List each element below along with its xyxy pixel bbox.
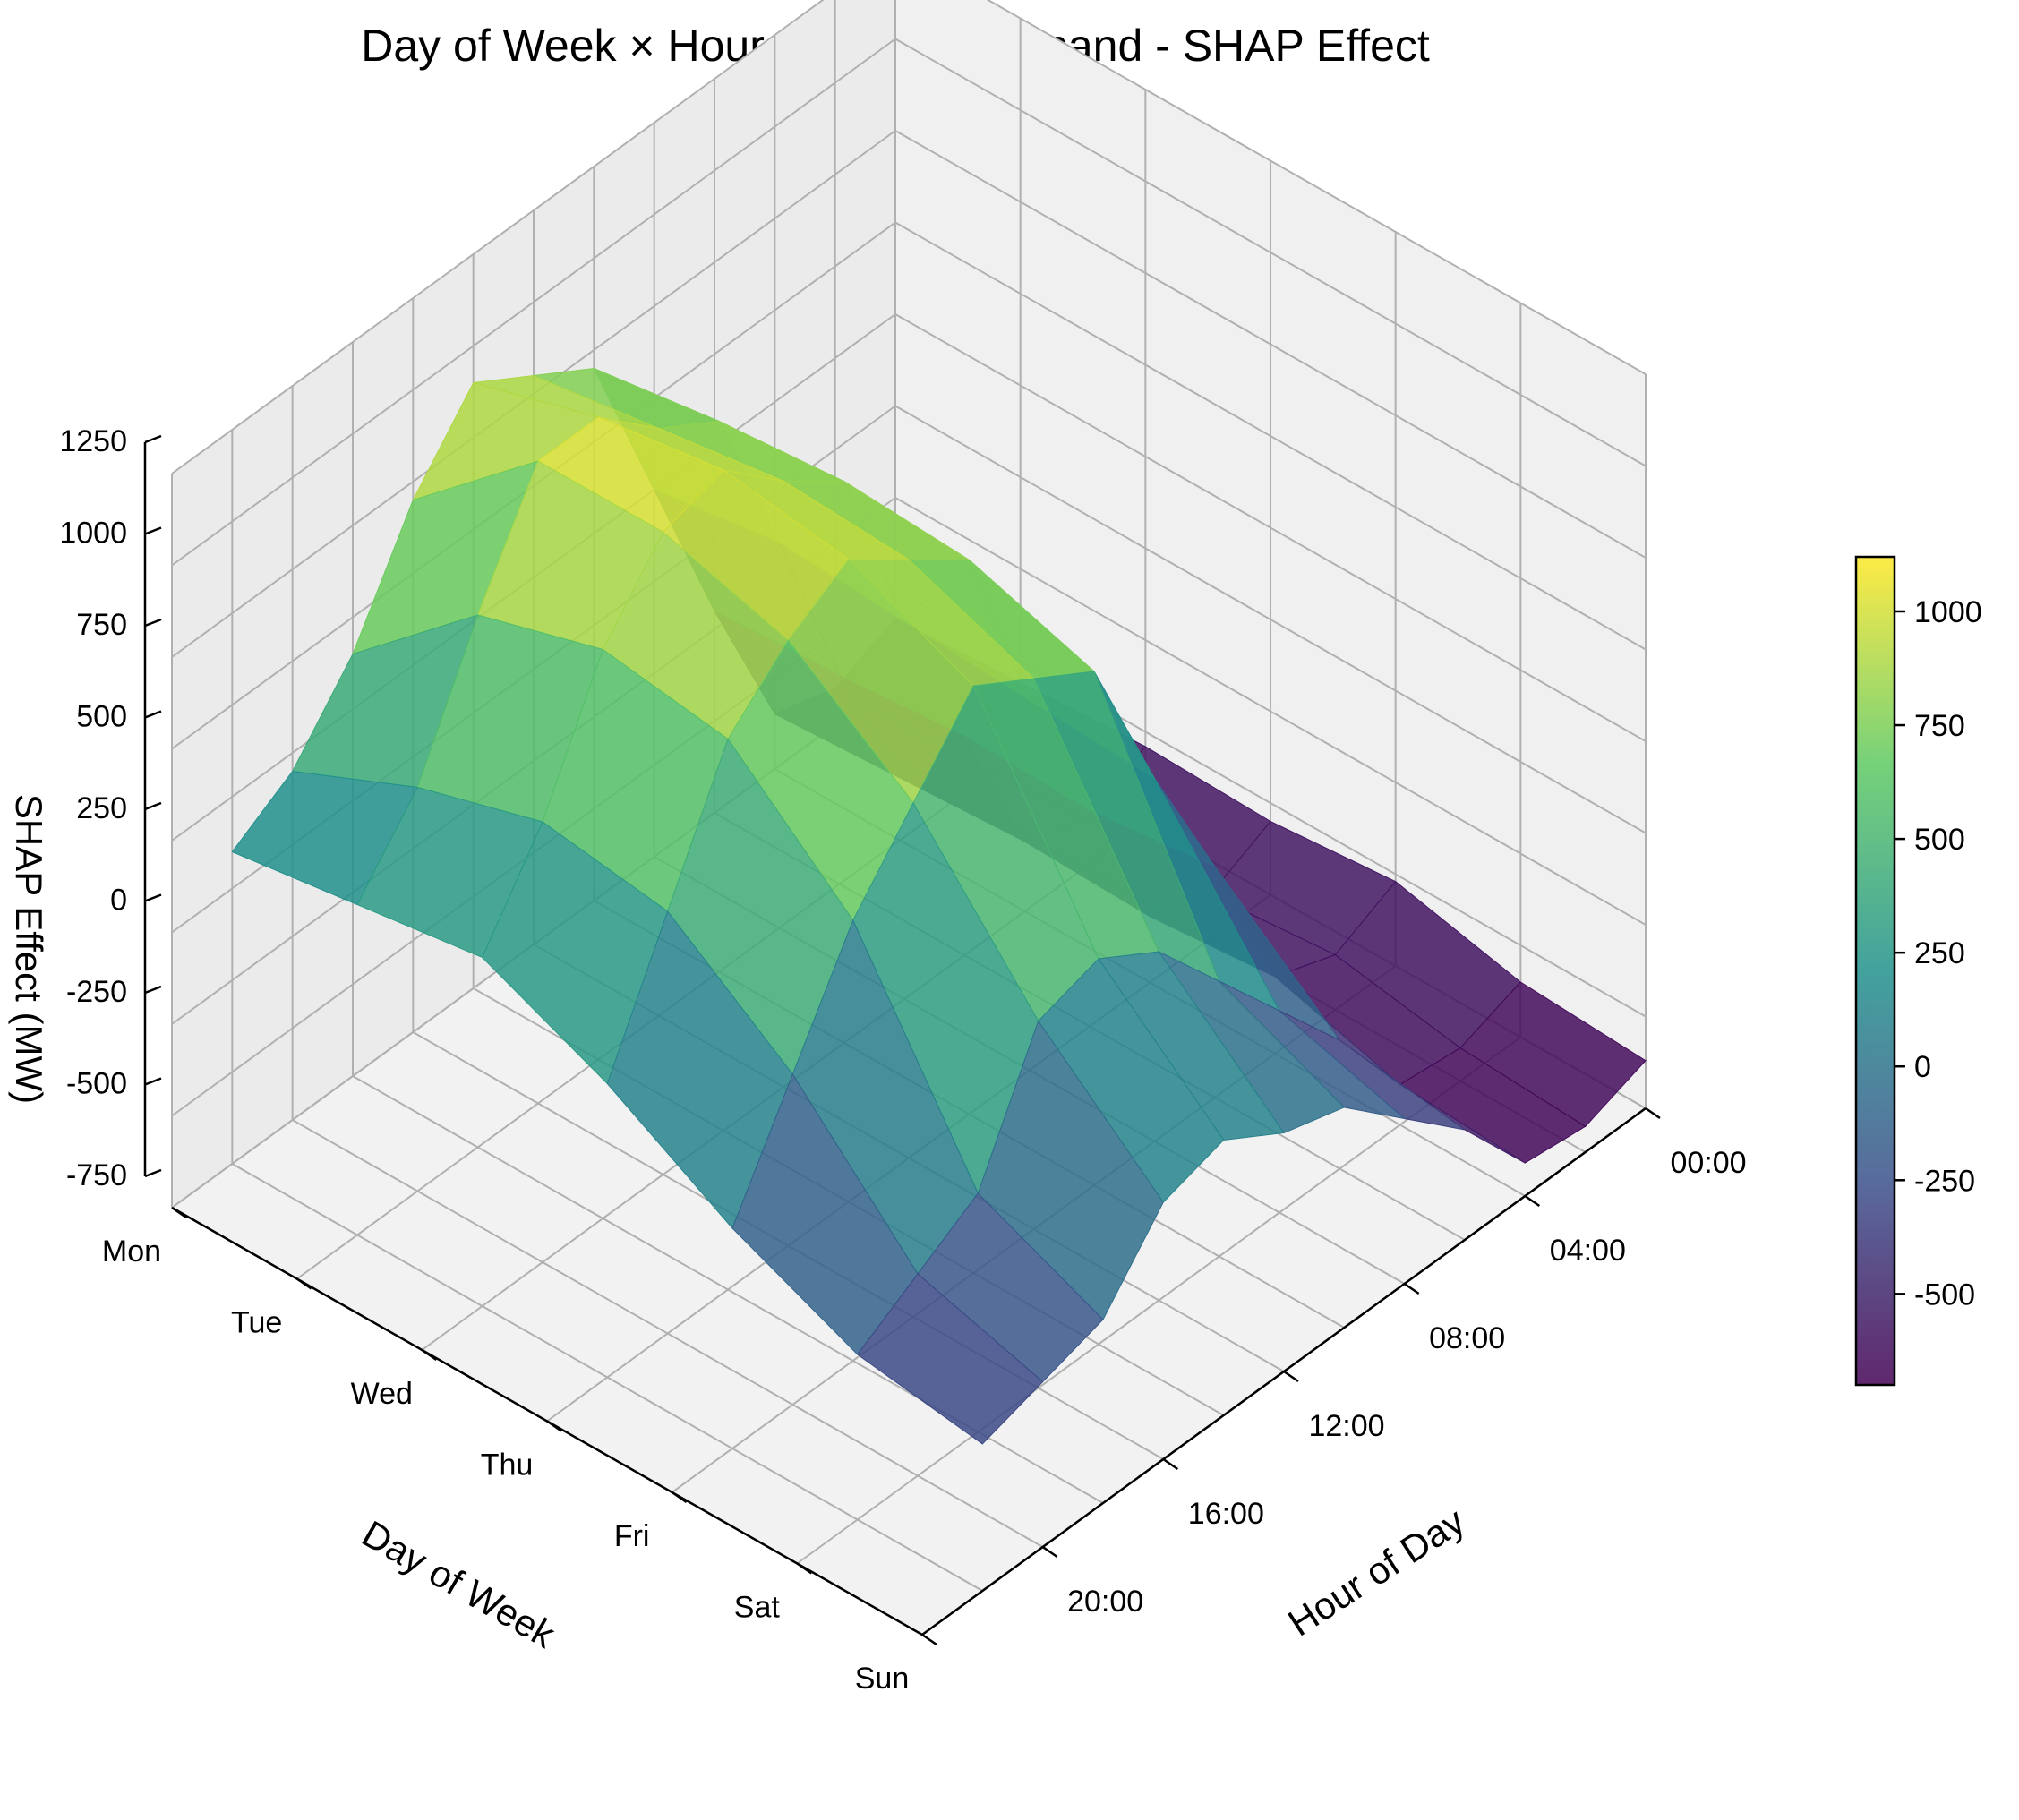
wall-grid-z bbox=[894, 313, 1647, 742]
z-tick-mark bbox=[144, 985, 162, 995]
hour-tick-mark bbox=[1041, 1545, 1058, 1559]
colorbar-tick-label: 250 bbox=[1914, 936, 1965, 970]
hour-tick-mark bbox=[1162, 1457, 1179, 1471]
x-axis-label: Hour of Day bbox=[1280, 1500, 1472, 1644]
z-tick-label: 1000 bbox=[59, 517, 127, 551]
surface-facet bbox=[856, 1273, 1044, 1445]
z-tick-label: 1250 bbox=[59, 424, 127, 458]
colorbar-tick-label: 750 bbox=[1914, 709, 1965, 743]
hour-tick-label: 20:00 bbox=[1067, 1585, 1143, 1619]
wall-grid-z bbox=[894, 221, 1647, 651]
day-tick-label: Sun bbox=[855, 1662, 910, 1696]
hour-tick-label: 16:00 bbox=[1188, 1497, 1264, 1531]
day-tick-label: Thu bbox=[481, 1448, 534, 1482]
day-tick-label: Mon bbox=[102, 1235, 161, 1269]
hour-tick-mark bbox=[1283, 1370, 1299, 1383]
day-tick-mark bbox=[921, 1633, 937, 1646]
z-tick-mark bbox=[144, 434, 162, 444]
z-tick-label: 0 bbox=[110, 884, 127, 918]
wall-grid-z bbox=[894, 405, 1647, 834]
z-tick-mark bbox=[144, 1168, 162, 1178]
day-tick-label: Tue bbox=[231, 1306, 282, 1340]
colorbar-tick-label: 0 bbox=[1914, 1050, 1931, 1084]
hour-tick-label: 00:00 bbox=[1670, 1146, 1746, 1180]
z-tick-mark bbox=[144, 1077, 162, 1086]
hour-tick-label: 08:00 bbox=[1429, 1321, 1505, 1355]
wall-grid-z bbox=[171, 38, 896, 567]
z-tick-mark bbox=[144, 618, 162, 628]
z-tick-label: -750 bbox=[66, 1158, 127, 1192]
day-tick-mark bbox=[171, 1206, 187, 1219]
z-tick-mark bbox=[144, 710, 162, 719]
z-tick-label: -250 bbox=[66, 975, 127, 1009]
wall-grid-z bbox=[894, 38, 1647, 467]
hour-tick-mark bbox=[1645, 1107, 1661, 1120]
day-tick-label: Sat bbox=[734, 1591, 781, 1625]
wall-grid-z bbox=[894, 497, 1647, 926]
colorbar-tick-label: 1000 bbox=[1914, 595, 1982, 629]
surface-mesh bbox=[231, 367, 1647, 1445]
day-tick-mark bbox=[546, 1420, 562, 1432]
wall-grid-z bbox=[894, 130, 1647, 559]
colorbar-tick-label: -250 bbox=[1914, 1164, 1975, 1198]
day-tick-mark bbox=[796, 1562, 813, 1575]
z-tick-label: 500 bbox=[76, 700, 127, 734]
z-tick-mark bbox=[144, 801, 162, 811]
z-tick-label: 750 bbox=[76, 608, 127, 642]
day-tick-mark bbox=[671, 1491, 688, 1504]
colorbar-bar bbox=[1854, 555, 1896, 1387]
z-axis-label: SHAP Effect (MW) bbox=[8, 794, 50, 1104]
hour-tick-label: 04:00 bbox=[1550, 1234, 1626, 1268]
day-tick-label: Wed bbox=[351, 1377, 413, 1411]
hour-tick-mark bbox=[1403, 1282, 1420, 1295]
hour-tick-mark bbox=[1524, 1194, 1541, 1208]
floor-grid-day bbox=[796, 1036, 1521, 1565]
colorbar-tick-label: 500 bbox=[1914, 823, 1965, 857]
tick-labels: -750 -500 -250 0 250 500 750 1000 1250 Mon Tue Wed T… bbox=[59, 424, 1746, 1696]
day-tick-mark bbox=[421, 1348, 438, 1362]
z-tick-label: 250 bbox=[76, 791, 127, 825]
y-axis-label: Day of Week bbox=[355, 1512, 563, 1656]
hour-tick-label: 12:00 bbox=[1308, 1409, 1384, 1443]
z-tick-mark bbox=[144, 526, 162, 535]
z-tick-label: -500 bbox=[66, 1067, 127, 1101]
colorbar: -500 -250 0 250 500 750 1000 bbox=[1854, 555, 1982, 1387]
z-tick-mark bbox=[144, 893, 162, 902]
wall-grid-z bbox=[171, 0, 825, 474]
wall-grid-z bbox=[986, 0, 1647, 375]
day-tick-mark bbox=[295, 1277, 312, 1290]
colorbar-tick-label: -500 bbox=[1914, 1277, 1975, 1312]
day-tick-label: Fri bbox=[614, 1519, 650, 1553]
